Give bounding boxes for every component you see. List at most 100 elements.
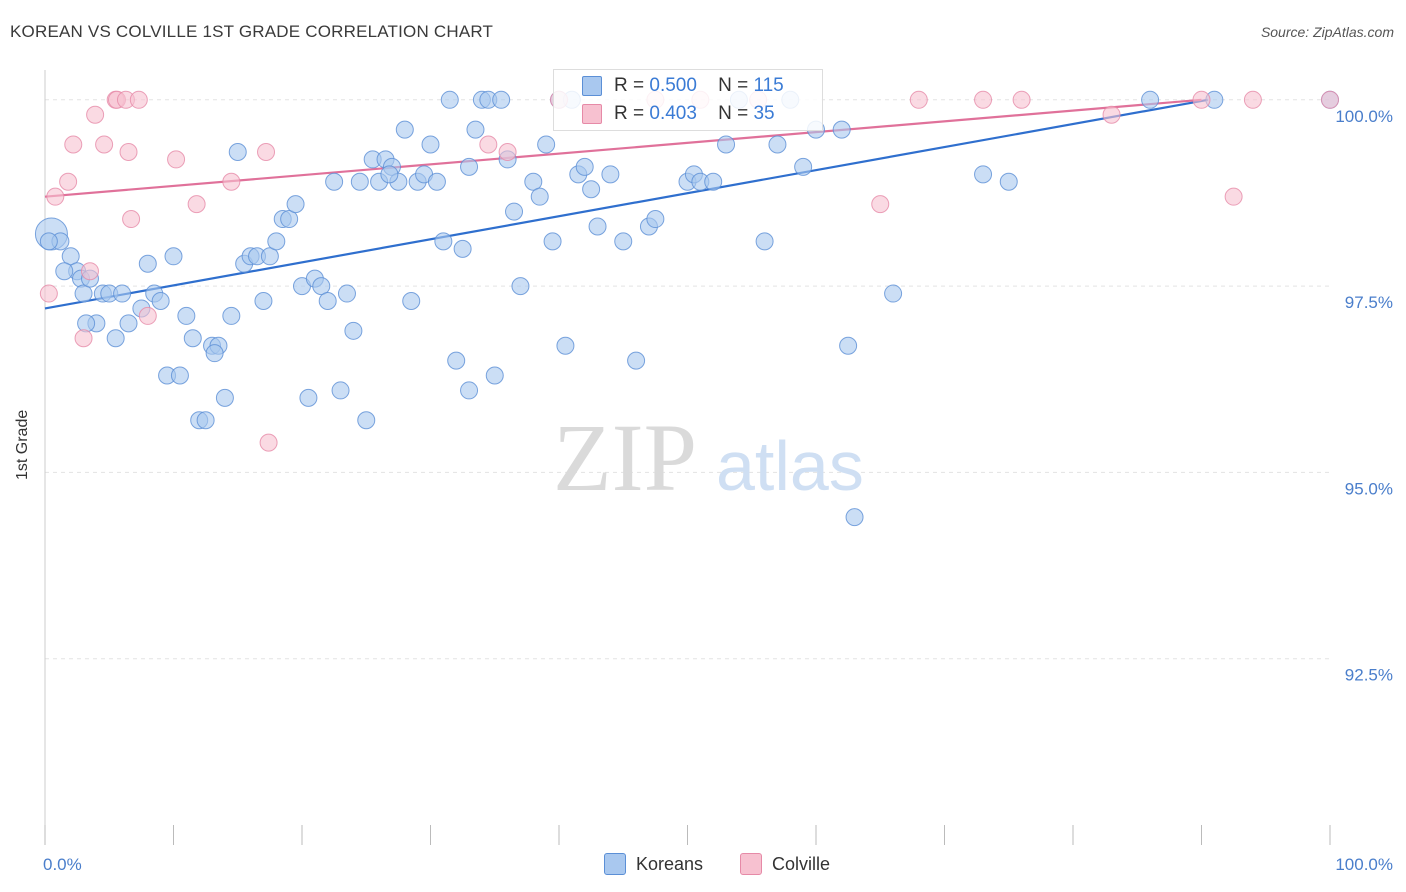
koreans-point	[357, 411, 376, 430]
colville-point	[909, 90, 928, 109]
koreans-point	[427, 172, 446, 191]
koreans-point	[505, 202, 524, 221]
koreans-point	[434, 232, 453, 251]
koreans-point	[794, 157, 813, 176]
koreans-point	[395, 120, 414, 139]
koreans-point	[331, 381, 350, 400]
koreans-point	[61, 247, 80, 266]
koreans-point	[492, 90, 511, 109]
colville-point	[86, 105, 105, 124]
koreans-point	[325, 172, 344, 191]
koreans-point	[402, 292, 421, 311]
watermark-zip: ZIP	[553, 404, 697, 511]
colville-point	[259, 433, 278, 452]
koreans-point	[421, 135, 440, 154]
colville-point	[167, 150, 186, 169]
koreans-point	[170, 366, 189, 385]
koreans-point	[511, 277, 530, 296]
colville-point	[1102, 105, 1121, 124]
koreans-r-label: R =	[614, 75, 645, 96]
koreans-point	[582, 180, 601, 199]
koreans-trend-line	[44, 98, 1209, 310]
koreans-point	[350, 172, 369, 191]
colville-point	[138, 306, 157, 325]
koreans-point	[974, 165, 993, 184]
koreans-point	[884, 284, 903, 303]
koreans-point	[999, 172, 1018, 191]
koreans-point	[704, 172, 723, 191]
colville-point	[871, 195, 890, 214]
koreans-point	[832, 120, 851, 139]
colville-point	[39, 284, 58, 303]
koreans-point	[460, 157, 479, 176]
colville-point	[80, 262, 99, 281]
koreans-point	[106, 329, 125, 348]
koreans-point	[440, 90, 459, 109]
colville-point	[479, 135, 498, 154]
colville-point	[129, 90, 148, 109]
koreans-point	[627, 351, 646, 370]
trend-lines	[44, 98, 1209, 310]
colville-point	[498, 142, 517, 161]
colville-point	[1192, 90, 1211, 109]
colville-point	[74, 329, 93, 348]
x-tick-label: 100.0%	[1335, 855, 1393, 874]
colville-point	[1224, 187, 1243, 206]
koreans-point	[755, 232, 774, 251]
koreans-point	[286, 195, 305, 214]
koreans-point	[228, 142, 247, 161]
koreans-point	[588, 217, 607, 236]
koreans-point	[77, 314, 96, 333]
koreans-n-label: N =	[718, 75, 749, 96]
koreans-point	[177, 306, 196, 325]
koreans-point	[151, 292, 170, 311]
y-tick-label: 100.0%	[1335, 107, 1393, 126]
koreans-point	[1141, 90, 1160, 109]
koreans-point	[74, 284, 93, 303]
koreans-point	[537, 135, 556, 154]
koreans-point	[196, 411, 215, 430]
koreans-point	[460, 381, 479, 400]
koreans-point	[768, 135, 787, 154]
koreans-point	[485, 366, 504, 385]
koreans-legend-swatch	[604, 853, 626, 875]
koreans-point	[39, 232, 58, 251]
colville-point	[119, 142, 138, 161]
koreans-point	[215, 388, 234, 407]
koreans-point	[205, 344, 224, 363]
koreans-point	[337, 284, 356, 303]
colville-point	[187, 195, 206, 214]
colville-point	[974, 90, 993, 109]
koreans-point	[55, 262, 74, 281]
koreans-point	[164, 247, 183, 266]
colville-point	[1243, 90, 1262, 109]
colville-point	[59, 172, 78, 191]
koreans-point	[280, 210, 299, 229]
koreans-point	[717, 135, 736, 154]
koreans-point	[839, 336, 858, 355]
colville-point	[1321, 90, 1339, 109]
chart-title: KOREAN VS COLVILLE 1ST GRADE CORRELATION…	[10, 22, 494, 41]
koreans-point	[138, 254, 157, 273]
colville-n-value: 35	[753, 103, 775, 124]
colville-legend-label: Colville	[772, 853, 831, 874]
koreans-n-value: 115	[753, 75, 784, 96]
axes	[44, 70, 1331, 845]
bottom-legend-koreans: Koreans	[604, 852, 703, 876]
koreans-point	[119, 314, 138, 333]
koreans-swatch	[582, 76, 602, 96]
colville-point	[222, 172, 241, 191]
colville-point	[122, 210, 141, 229]
y-tick-label: 92.5%	[1345, 666, 1393, 685]
source-note: Source: ZipAtlas.com	[1260, 24, 1394, 40]
y-tick-label: 95.0%	[1345, 479, 1393, 498]
colville-r-label: R =	[614, 103, 645, 124]
koreans-point	[299, 388, 318, 407]
koreans-point	[267, 232, 286, 251]
watermark-atlas: atlas	[716, 427, 864, 505]
colville-point	[257, 142, 276, 161]
correlation-legend: R = 0.500 N = 115 R = 0.403 N = 35	[553, 69, 823, 131]
koreans-point	[113, 284, 132, 303]
y-tick-label: 97.5%	[1345, 293, 1393, 312]
